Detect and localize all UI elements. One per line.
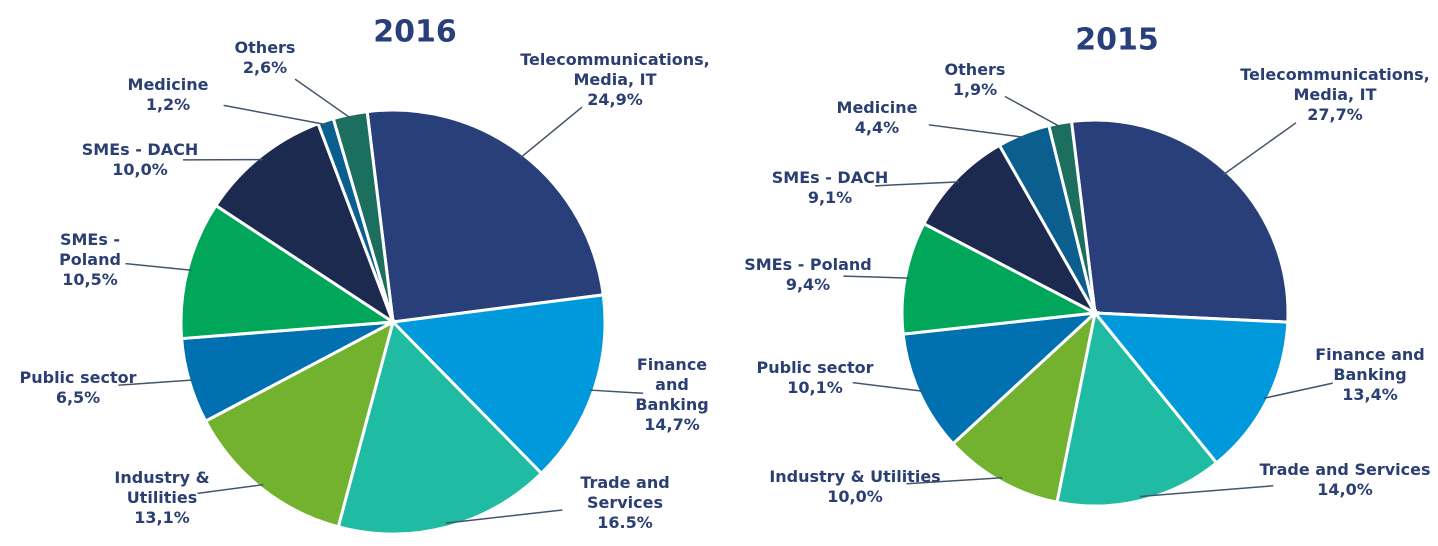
category-name: Public sector xyxy=(756,358,874,377)
leader-line xyxy=(1263,382,1333,400)
category-name: Finance and Banking xyxy=(1315,345,1425,384)
category-name: Trade and Services xyxy=(580,473,670,512)
category-name: SMEs - DACH xyxy=(771,168,889,187)
chart-title: 2015 xyxy=(1075,22,1159,58)
slice-label: Finance and Banking 13,4% xyxy=(1315,345,1425,405)
leader-line xyxy=(520,106,583,159)
slice-label: SMEs - Poland 9,4% xyxy=(733,255,883,295)
pie-slice xyxy=(1091,311,1290,466)
leader-line xyxy=(1140,485,1274,498)
slice-label: Medicine 1,2% xyxy=(108,75,228,115)
pie-slice xyxy=(1055,309,1219,508)
leader-line xyxy=(852,381,924,393)
slice-label: Industry & Utilities 13,1% xyxy=(107,468,217,528)
slice-label: Industry & Utilities 10,0% xyxy=(755,467,955,507)
value-label: 13,1% xyxy=(134,508,190,527)
value-label: 13,4% xyxy=(1342,385,1398,404)
category-name: Finance and Banking xyxy=(635,355,709,414)
leader-line xyxy=(118,379,194,386)
leader-line xyxy=(294,78,352,119)
leader-line xyxy=(125,262,192,271)
pie-slice xyxy=(1069,118,1290,324)
slice-label: Others 2,6% xyxy=(215,38,315,78)
value-label: 10,0% xyxy=(112,160,168,179)
slice-label: Trade and Services 16.5% xyxy=(570,473,680,533)
slice-label: Telecommunications, Media, IT 27,7% xyxy=(1225,65,1438,125)
value-label: 1,2% xyxy=(145,95,191,114)
pie-slice xyxy=(203,319,396,529)
slice-label: Trade and Services 14,0% xyxy=(1245,460,1438,500)
slice-label: SMEs - DACH 9,1% xyxy=(755,168,905,208)
leader-line xyxy=(843,275,910,279)
leader-line xyxy=(875,181,959,187)
category-name: Industry & Utilities xyxy=(114,468,210,507)
slice-label: Public sector 10,1% xyxy=(740,358,890,398)
leader-line xyxy=(197,483,264,495)
category-name: SMEs - Poland xyxy=(59,230,121,269)
pie-slice xyxy=(336,319,544,536)
leader-line xyxy=(445,509,563,524)
leader-line xyxy=(589,389,644,395)
category-name: Trade and Services xyxy=(1259,460,1431,479)
slice-label: Others 1,9% xyxy=(925,60,1025,100)
value-label: 1,9% xyxy=(952,80,998,99)
pie-slice xyxy=(950,308,1098,504)
category-name: Medicine xyxy=(127,75,209,94)
pie-slice xyxy=(213,121,397,326)
pie-slice xyxy=(1047,119,1097,314)
leader-line xyxy=(1004,95,1062,128)
pie-slice xyxy=(921,143,1099,317)
slice-label: SMEs - DACH 10,0% xyxy=(60,140,220,180)
value-label: 10,0% xyxy=(827,487,883,506)
value-label: 9,1% xyxy=(807,188,853,207)
value-label: 14,0% xyxy=(1317,480,1373,499)
value-label: 10,5% xyxy=(62,270,118,289)
category-name: SMEs - Poland xyxy=(744,255,872,274)
value-label: 14,7% xyxy=(644,415,700,434)
slice-label: SMEs - Poland 10,5% xyxy=(53,230,128,290)
slice-label: Public sector 6,5% xyxy=(0,368,158,408)
value-label: 2,6% xyxy=(242,58,288,77)
leader-line xyxy=(1223,122,1297,176)
value-label: 9,4% xyxy=(785,275,831,294)
category-name: Others xyxy=(944,60,1006,79)
leader-line xyxy=(906,476,1003,485)
slice-label: Medicine 4,4% xyxy=(817,98,937,138)
category-name: Others xyxy=(234,38,296,57)
value-label: 4,4% xyxy=(854,118,900,137)
slice-label: Telecommunications, Media, IT 24,9% xyxy=(510,50,720,110)
category-name: SMEs - DACH xyxy=(81,140,199,159)
category-name: Public sector xyxy=(19,368,137,387)
pie-slice xyxy=(331,109,395,323)
category-name: Telecommunications, Media, IT xyxy=(1240,65,1430,104)
pie-slice xyxy=(901,311,1100,446)
value-label: 24,9% xyxy=(587,90,643,109)
slice-label: Finance and Banking 14,7% xyxy=(627,355,717,435)
chart-title: 2016 xyxy=(373,14,457,50)
value-label: 16.5% xyxy=(597,513,653,532)
value-label: 10,1% xyxy=(787,378,843,397)
category-name: Telecommunications, Media, IT xyxy=(520,50,710,89)
leader-line xyxy=(223,104,328,126)
value-label: 27,7% xyxy=(1307,105,1363,124)
value-label: 6,5% xyxy=(55,388,101,407)
category-name: Industry & Utilities xyxy=(769,467,941,486)
pie-slice xyxy=(365,108,605,324)
leader-line xyxy=(928,124,1026,139)
category-name: Medicine xyxy=(836,98,918,117)
pie-slice xyxy=(389,293,607,476)
